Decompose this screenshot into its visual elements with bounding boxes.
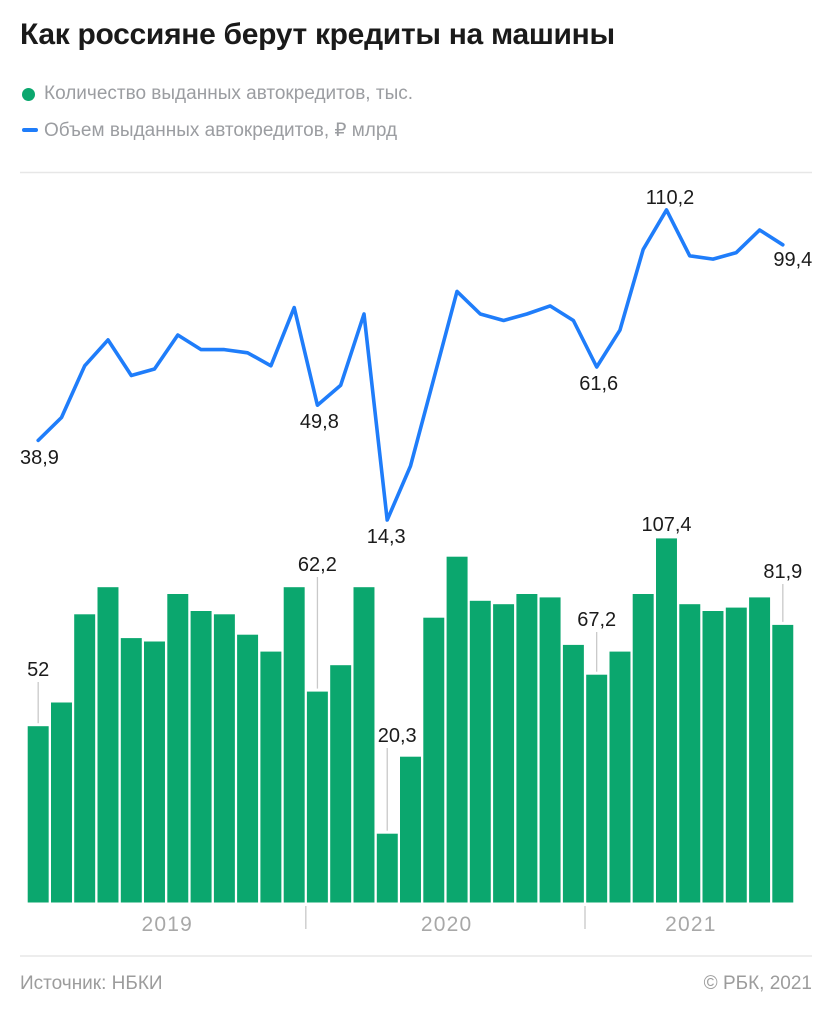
bar-month-30 xyxy=(702,611,724,903)
bar-month-27 xyxy=(632,594,654,903)
bar-value-label: 81,9 xyxy=(763,561,802,583)
legend: Количество выданных автокредитов, тыс. О… xyxy=(22,82,413,154)
year-label-2020: 2020 xyxy=(421,913,473,936)
line-value-label: 99,4 xyxy=(773,249,812,271)
bar-month-16 xyxy=(376,833,398,903)
bar-month-28 xyxy=(656,538,677,903)
bar-month-25 xyxy=(586,674,608,903)
bar-month-21 xyxy=(493,604,515,903)
line-value-label: 49,8 xyxy=(300,411,339,433)
line-value-label: 61,6 xyxy=(579,373,618,395)
bar-month-14 xyxy=(330,665,352,903)
bar-month-20 xyxy=(469,600,491,903)
bar-month-15 xyxy=(353,587,375,903)
bar-month-2 xyxy=(51,702,72,903)
green-dot-icon xyxy=(22,87,35,101)
year-label-2021: 2021 xyxy=(665,913,717,936)
bar-month-22 xyxy=(516,594,538,903)
copyright-label: © РБК, 2021 xyxy=(703,973,812,994)
bar-month-1 xyxy=(27,726,49,903)
bar-month-10 xyxy=(237,634,259,903)
bar-month-31 xyxy=(725,607,747,903)
line-series xyxy=(36,208,785,522)
bar-month-29 xyxy=(679,604,701,903)
legend-label-loans-volume: Объем выданных автокредитов, ₽ млрд xyxy=(44,119,398,141)
bar-month-5 xyxy=(120,638,142,903)
bar-month-24 xyxy=(562,644,584,903)
bar-month-18 xyxy=(423,617,445,903)
bar-month-3 xyxy=(74,614,96,903)
bar-month-6 xyxy=(144,641,165,903)
legend-item-loans-count: Количество выданных автокредитов, тыс. xyxy=(22,82,413,106)
blue-dash-icon xyxy=(22,128,38,132)
bar-value-label: 67,2 xyxy=(577,609,616,631)
bar-month-7 xyxy=(167,594,189,903)
line-value-label: 14,3 xyxy=(367,526,406,548)
bar-month-23 xyxy=(539,597,561,903)
bar-value-label: 52 xyxy=(27,659,49,681)
bar-month-4 xyxy=(97,587,119,903)
bar-month-33 xyxy=(772,624,794,903)
bar-month-26 xyxy=(609,651,631,903)
bar-value-label: 20,3 xyxy=(378,725,417,747)
source-label: Источник: НБКИ xyxy=(20,973,163,994)
line-value-label: 110,2 xyxy=(646,187,695,209)
bar-value-label: 107,4 xyxy=(641,514,691,536)
line-value-label: 38,9 xyxy=(20,447,59,469)
bar-month-12 xyxy=(283,587,305,903)
bar-month-32 xyxy=(749,597,771,903)
page-title: Как россияне берут кредиты на машины xyxy=(20,18,615,51)
bar-month-8 xyxy=(190,611,212,903)
bar-month-17 xyxy=(400,756,421,903)
bar-month-13 xyxy=(306,691,328,903)
bar-month-9 xyxy=(213,614,235,903)
bar-month-11 xyxy=(260,651,282,903)
bar-value-label: 62,2 xyxy=(298,554,337,576)
legend-item-loans-volume: Объем выданных автокредитов, ₽ млрд xyxy=(22,118,413,142)
legend-label-loans-count: Количество выданных автокредитов, тыс. xyxy=(44,83,414,104)
year-label-2019: 2019 xyxy=(142,913,194,936)
bar-month-19 xyxy=(446,556,468,903)
